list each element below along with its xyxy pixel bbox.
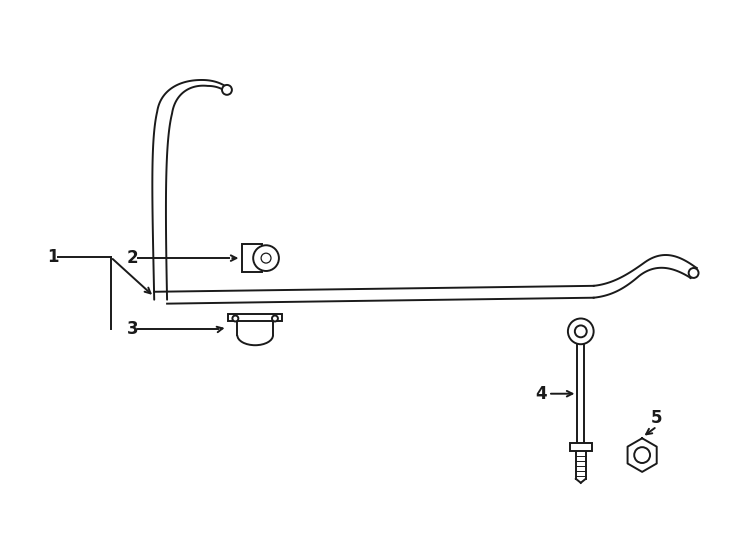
Circle shape xyxy=(272,315,278,321)
Circle shape xyxy=(233,315,239,321)
Text: 3: 3 xyxy=(127,320,138,339)
Bar xyxy=(570,443,592,451)
Bar xyxy=(242,244,263,272)
Polygon shape xyxy=(628,438,657,472)
Circle shape xyxy=(222,85,232,95)
Text: 1: 1 xyxy=(48,248,59,266)
Circle shape xyxy=(253,245,279,271)
Circle shape xyxy=(634,447,650,463)
Text: 4: 4 xyxy=(535,384,547,403)
Circle shape xyxy=(688,268,699,278)
Text: 5: 5 xyxy=(651,409,663,428)
Circle shape xyxy=(575,326,586,338)
Circle shape xyxy=(261,253,271,263)
Text: 2: 2 xyxy=(127,249,138,267)
Circle shape xyxy=(568,319,594,344)
Bar xyxy=(228,314,282,321)
